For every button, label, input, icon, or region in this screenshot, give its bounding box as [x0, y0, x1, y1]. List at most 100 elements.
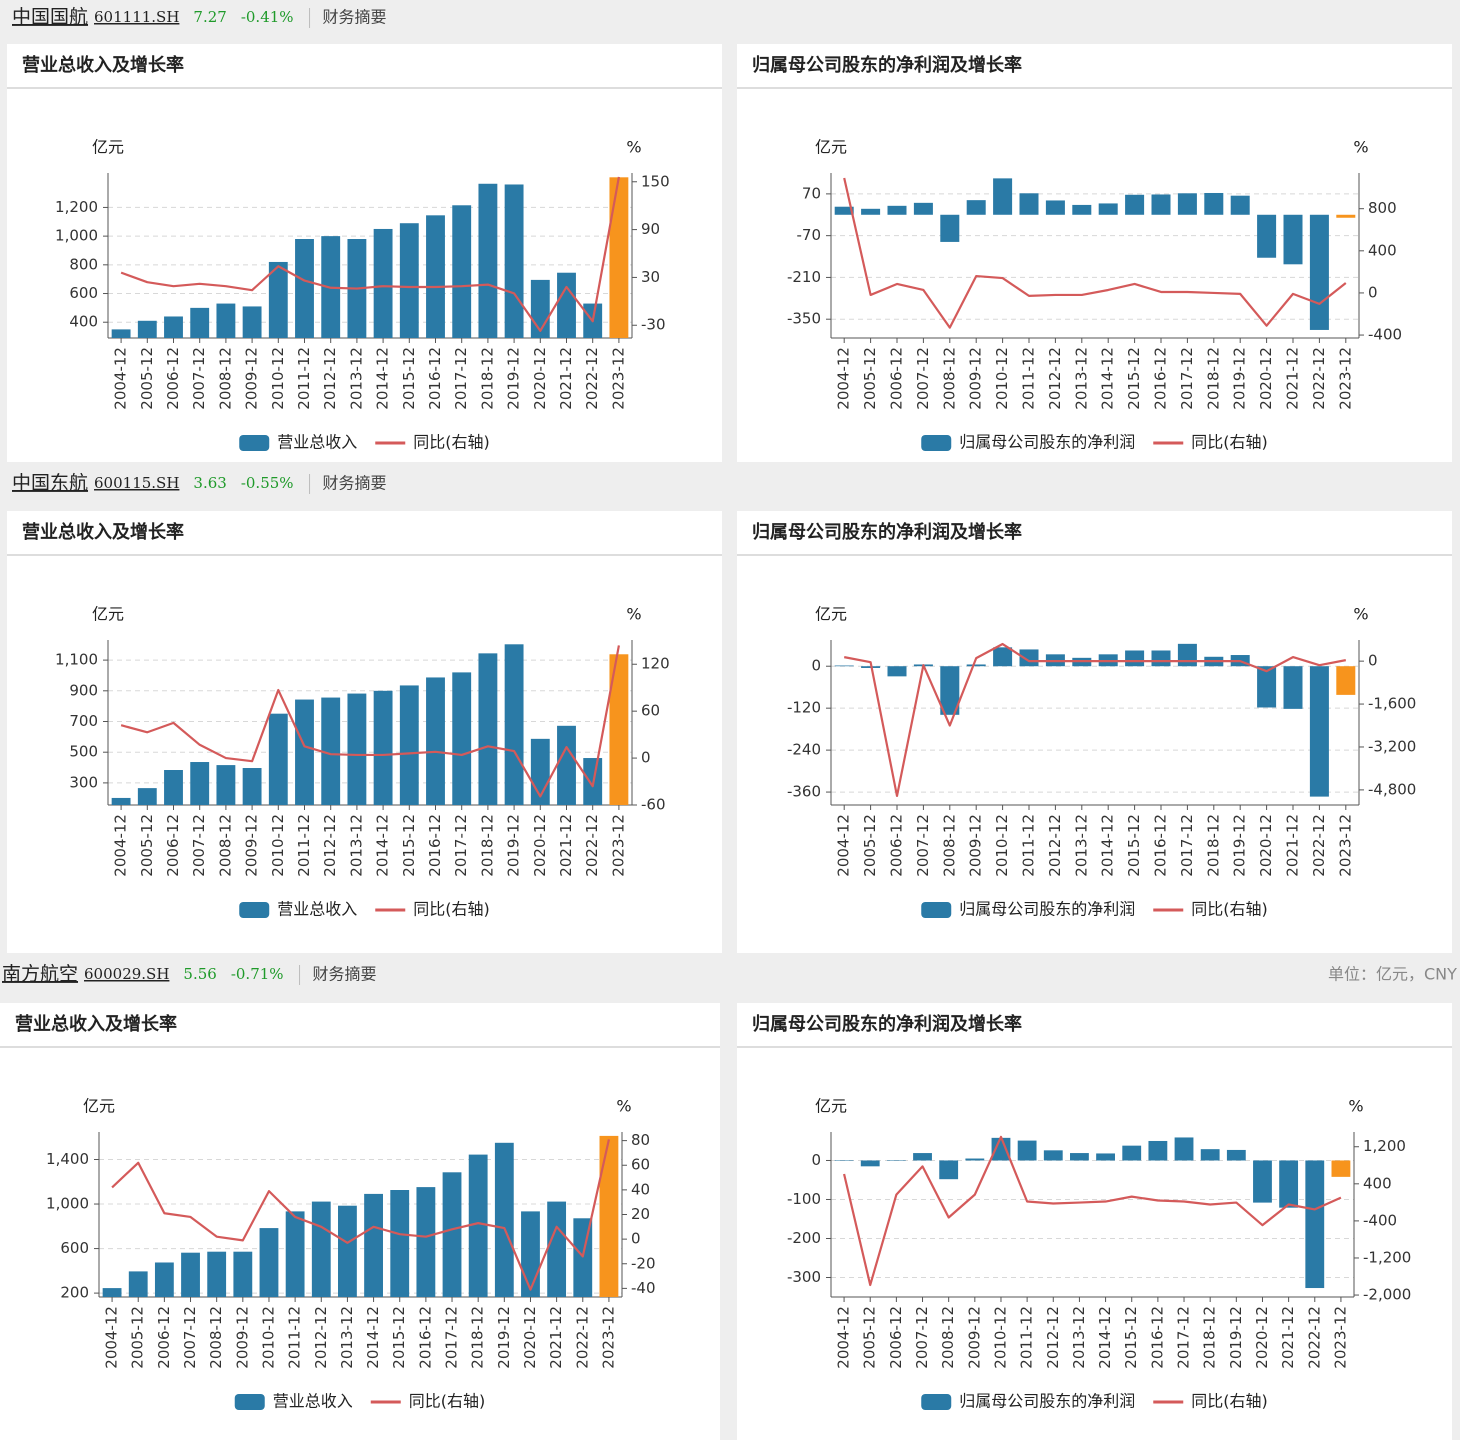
legend-label[interactable]: 同比(右轴): [409, 1392, 486, 1411]
bar: [913, 1153, 932, 1161]
y-tick-label: 400: [69, 313, 98, 331]
x-tick-label: 2022-12: [1310, 814, 1328, 877]
x-tick-label: 2018-12: [478, 814, 496, 877]
bar: [504, 184, 524, 338]
x-tick-label: 2005-12: [861, 347, 879, 410]
y-tick-label: -240: [787, 741, 821, 759]
x-tick-label: 2010-12: [993, 814, 1011, 877]
bar: [399, 685, 419, 805]
legend-label[interactable]: 归属母公司股东的净利润: [959, 433, 1135, 452]
x-tick-label: 2006-12: [888, 814, 906, 877]
stock-code[interactable]: 600115.SH: [94, 474, 179, 492]
bar: [321, 697, 341, 805]
stock-price: 3.63: [193, 474, 226, 492]
y-tick-label: 800: [69, 255, 98, 273]
stock-code[interactable]: 600029.SH: [84, 965, 169, 983]
legend-swatch[interactable]: [921, 435, 952, 451]
legend-label[interactable]: 营业总收入: [277, 900, 357, 919]
y2-tick-label: 90: [641, 220, 660, 238]
x-tick-label: 2009-12: [967, 814, 985, 877]
bar: [965, 1158, 985, 1161]
x-tick-label: 2016-12: [426, 814, 444, 877]
x-tick-label: 2013-12: [347, 347, 365, 410]
x-tick-label: 2007-12: [181, 1306, 199, 1369]
legend-label[interactable]: 营业总收入: [273, 1392, 353, 1411]
bar: [1279, 1160, 1299, 1208]
stock-code[interactable]: 601111.SH: [94, 8, 179, 26]
stock-name[interactable]: 中国东航: [12, 472, 88, 494]
bar: [1283, 214, 1303, 265]
bar: [111, 797, 131, 805]
x-tick-label: 2020-12: [521, 1306, 539, 1369]
bar: [1072, 204, 1092, 215]
x-tick-label: 2006-12: [164, 347, 182, 410]
y-tick-label: 600: [69, 284, 98, 302]
legend-swatch[interactable]: [921, 1394, 952, 1410]
summary-link[interactable]: 财务摘要: [323, 474, 387, 493]
y-axis-unit: 亿元: [815, 605, 847, 624]
x-tick-label: 2016-12: [1152, 347, 1170, 410]
legend-label[interactable]: 归属母公司股东的净利润: [959, 1392, 1135, 1411]
legend-label[interactable]: 营业总收入: [277, 433, 357, 452]
x-tick-label: 2004-12: [835, 347, 853, 410]
x-tick-label: 2020-12: [1257, 347, 1275, 410]
stock-name[interactable]: 中国国航: [12, 6, 88, 28]
legend-swatch[interactable]: [239, 902, 270, 918]
y2-axis-unit: %: [616, 1097, 631, 1116]
legend-swatch[interactable]: [239, 435, 270, 451]
legend-label[interactable]: 同比(右轴): [413, 900, 490, 919]
bar: [1309, 214, 1329, 330]
bar: [338, 1205, 357, 1297]
x-tick-label: 2017-12: [452, 814, 470, 877]
x-tick-label: 2011-12: [1020, 814, 1038, 877]
legend-label[interactable]: 同比(右轴): [1191, 433, 1268, 452]
legend-label[interactable]: 归属母公司股东的净利润: [959, 900, 1135, 919]
y2-tick-label: 60: [641, 702, 660, 720]
summary-link[interactable]: 财务摘要: [313, 965, 377, 984]
bar: [993, 647, 1013, 667]
x-tick-label: 2018-12: [469, 1306, 487, 1369]
x-tick-label: 2013-12: [1070, 1306, 1088, 1369]
bar: [478, 183, 498, 338]
legend-label[interactable]: 同比(右轴): [1191, 1392, 1268, 1411]
legend-label[interactable]: 同比(右轴): [413, 433, 490, 452]
x-tick-label: 2023-12: [1336, 814, 1354, 877]
chart-title: 归属母公司股东的净利润及增长率: [752, 1013, 1022, 1035]
y2-axis-unit: %: [1353, 138, 1368, 157]
x-tick-label: 2005-12: [129, 1306, 147, 1369]
y2-tick-label: 0: [641, 749, 651, 767]
stock-name[interactable]: 南方航空: [2, 963, 78, 985]
bar: [111, 329, 131, 338]
legend-label[interactable]: 同比(右轴): [1191, 900, 1268, 919]
y-axis-unit: 亿元: [92, 605, 124, 624]
y-tick-label: -300: [787, 1268, 821, 1286]
x-tick-label: 2005-12: [861, 1306, 879, 1369]
bar: [940, 666, 960, 715]
y-tick-label: 1,100: [55, 651, 98, 669]
x-tick-label: 2004-12: [835, 1306, 853, 1369]
y2-tick-label: 400: [1368, 241, 1397, 259]
bar: [599, 1135, 619, 1297]
bar: [1253, 1160, 1272, 1203]
bar: [137, 788, 157, 805]
bar: [1177, 643, 1197, 667]
x-tick-label: 2012-12: [321, 814, 339, 877]
x-tick-label: 2010-12: [259, 1306, 277, 1369]
y-tick-label: 500: [69, 743, 98, 761]
line-series: [111, 1139, 610, 1291]
bar: [939, 1160, 959, 1180]
legend-swatch[interactable]: [921, 902, 952, 918]
bar: [390, 1190, 410, 1297]
x-tick-label: 2018-12: [1204, 347, 1222, 410]
x-tick-label: 2010-12: [269, 347, 287, 410]
bar: [164, 316, 183, 338]
summary-link[interactable]: 财务摘要: [323, 8, 387, 27]
chart-title: 营业总收入及增长率: [22, 521, 184, 543]
y-tick-label: -360: [787, 783, 821, 801]
x-tick-label: 2021-12: [1279, 1306, 1297, 1369]
bar: [609, 177, 629, 338]
bar: [285, 1211, 305, 1297]
bar: [1019, 193, 1039, 215]
legend-swatch[interactable]: [234, 1394, 265, 1410]
bar: [834, 206, 854, 215]
